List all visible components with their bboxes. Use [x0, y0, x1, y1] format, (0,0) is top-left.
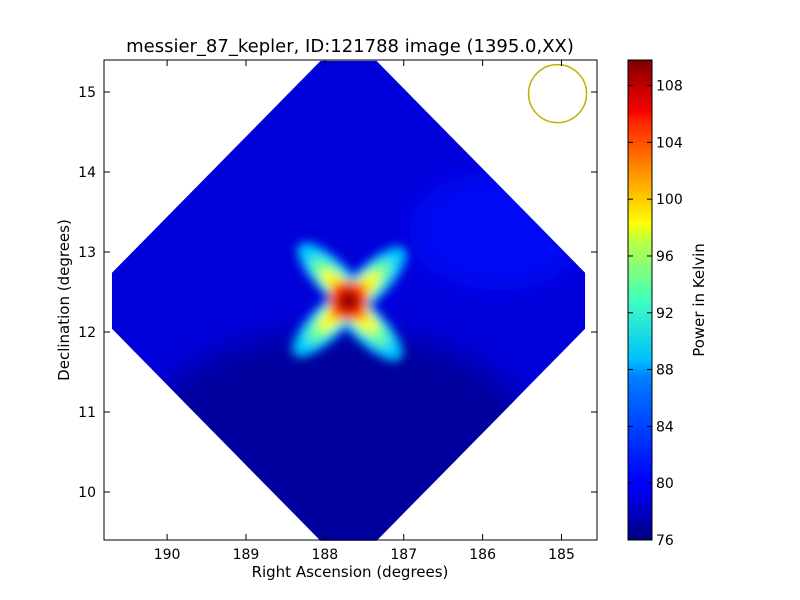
y-tick-label: 10: [78, 485, 96, 501]
colorbar-label: Power in Kelvin: [690, 243, 708, 357]
colorbar-gradient: [627, 59, 653, 541]
colorbar-tick-label: 104: [656, 135, 683, 151]
central-source: [292, 242, 407, 361]
x-tick-label: 186: [469, 547, 496, 563]
x-tick-label: 185: [548, 547, 575, 563]
x-axis-ticks: 190 189 188 187 186 185: [154, 60, 575, 563]
x-tick-label: 187: [390, 547, 417, 563]
colorbar: 76 80 84 88 92 96 100 104 108: [627, 59, 683, 549]
colorbar-tick-label: 92: [656, 306, 674, 322]
beam-circle: [527, 63, 588, 124]
colorbar-tick-label: 88: [656, 363, 674, 379]
colorbar-tick-label: 96: [656, 249, 674, 265]
colorbar-tick-label: 108: [656, 79, 683, 95]
colorbar-tick-label: 84: [656, 419, 674, 435]
y-tick-label: 14: [78, 165, 96, 181]
chart-title: messier_87_kepler, ID:121788 image (1395…: [126, 36, 574, 57]
x-axis-label: Right Ascension (degrees): [252, 563, 449, 581]
y-axis-label: Declination (degrees): [55, 219, 73, 381]
colorbar-tick-label: 100: [656, 192, 683, 208]
colorbar-tick-label: 80: [656, 476, 674, 492]
colorbar-ticks: 76 80 84 88 92 96 100 104 108: [628, 79, 683, 549]
y-tick-label: 15: [78, 85, 96, 101]
plot-area: 190 189 188 187 186 185 10 11 12 13 14 15: [78, 59, 598, 563]
y-axis-ticks: 10 11 12 13 14 15: [78, 85, 597, 501]
x-tick-label: 190: [154, 547, 181, 563]
y-tick-label: 12: [78, 325, 96, 341]
x-tick-label: 188: [311, 547, 338, 563]
y-tick-label: 13: [78, 245, 96, 261]
colorbar-tick-label: 76: [656, 533, 674, 549]
y-tick-label: 11: [78, 405, 96, 421]
x-tick-label: 189: [233, 547, 260, 563]
